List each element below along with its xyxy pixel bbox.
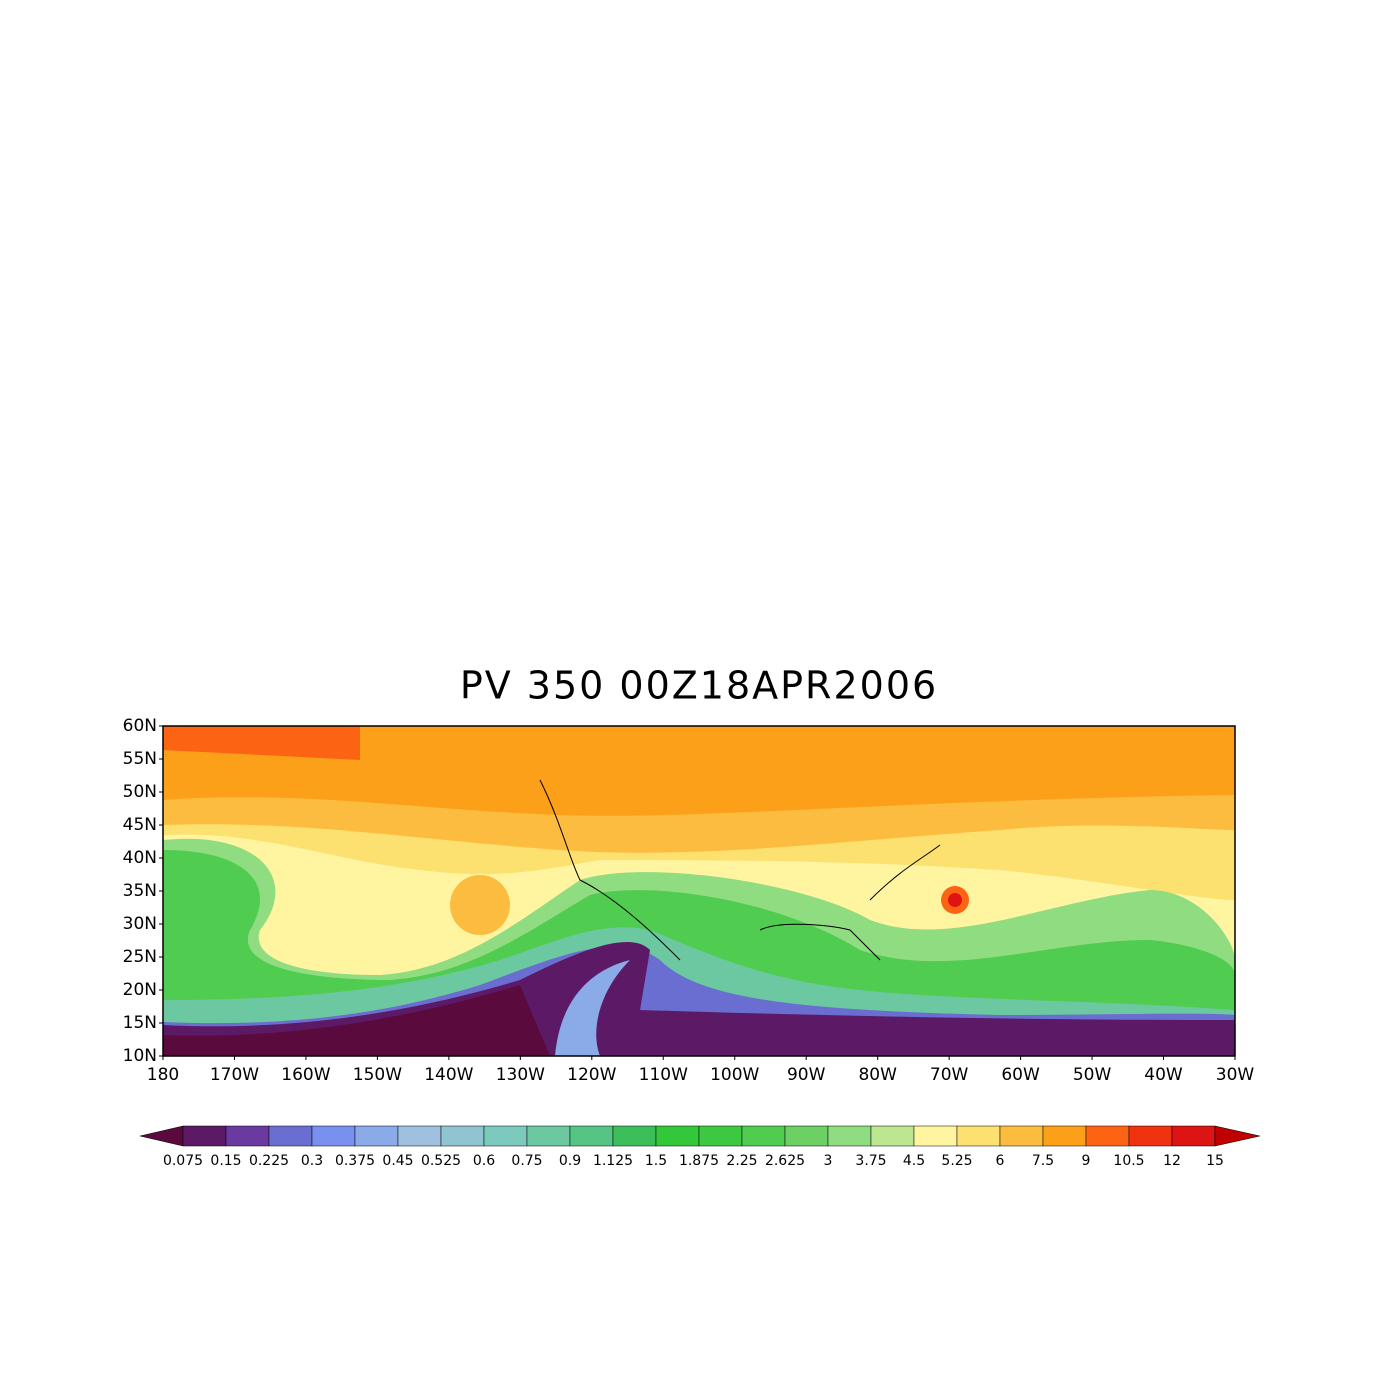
colorbar-label: 0.6 — [473, 1153, 495, 1169]
colorbar-arrow — [139, 1125, 184, 1147]
colorbar-label: 0.15 — [210, 1153, 241, 1169]
colorbar-swatch — [440, 1125, 485, 1147]
lat-label: 15N — [123, 1013, 157, 1033]
colorbar-swatch — [483, 1125, 528, 1147]
colorbar-swatch — [311, 1125, 356, 1147]
lat-label: 45N — [123, 815, 157, 835]
colorbar-swatch — [827, 1125, 872, 1147]
colorbar-label: 0.525 — [421, 1153, 461, 1169]
lat-label: 30N — [123, 914, 157, 934]
lon-label: 140W — [424, 1065, 473, 1085]
colorbar-swatch — [397, 1125, 442, 1147]
colorbar-label: 2.625 — [765, 1153, 805, 1169]
colorbar-arrow — [1214, 1125, 1261, 1147]
colorbar-label: 1.5 — [645, 1153, 667, 1169]
colorbar-label: 5.25 — [941, 1153, 972, 1169]
colorbar-label: 12 — [1163, 1153, 1181, 1169]
colorbar-label: 0.225 — [249, 1153, 289, 1169]
colorbar-label: 3.75 — [855, 1153, 886, 1169]
lat-label: 50N — [123, 782, 157, 802]
colorbar-swatch — [569, 1125, 614, 1147]
colorbar-swatch — [913, 1125, 958, 1147]
colorbar-swatch — [526, 1125, 571, 1147]
lat-label: 35N — [123, 881, 157, 901]
colorbar-label: 4.5 — [903, 1153, 925, 1169]
lon-label: 70W — [930, 1065, 969, 1085]
colorbar-label: 1.125 — [593, 1153, 633, 1169]
lon-label: 130W — [496, 1065, 545, 1085]
colorbar-swatch — [741, 1125, 786, 1147]
colorbar-swatch — [956, 1125, 1001, 1147]
colorbar-swatch — [784, 1125, 829, 1147]
colorbar-swatch — [268, 1125, 313, 1147]
colorbar-label: 9 — [1082, 1153, 1091, 1169]
colorbar-swatch — [655, 1125, 700, 1147]
colorbar-label: 3 — [824, 1153, 833, 1169]
colorbar-label: 0.45 — [382, 1153, 413, 1169]
lat-label: 55N — [123, 749, 157, 769]
lon-label: 150W — [353, 1065, 402, 1085]
colorbar-swatch — [1128, 1125, 1173, 1147]
lat-label: 10N — [123, 1046, 157, 1066]
lon-label: 100W — [710, 1065, 759, 1085]
colorbar-swatch — [698, 1125, 743, 1147]
colorbar-label: 0.75 — [511, 1153, 542, 1169]
lon-label: 80W — [858, 1065, 897, 1085]
map-title: PV 350 00Z18APR2006 — [460, 664, 938, 708]
lat-label: 25N — [123, 947, 157, 967]
colorbar-label: 10.5 — [1113, 1153, 1144, 1169]
lon-label: 160W — [281, 1065, 330, 1085]
lon-label: 120W — [567, 1065, 616, 1085]
lon-label: 60W — [1001, 1065, 1040, 1085]
colorbar-label: 7.5 — [1032, 1153, 1054, 1169]
colorbar-label: 6 — [996, 1153, 1005, 1169]
colorbar-label: 0.375 — [335, 1153, 375, 1169]
lon-label: 110W — [639, 1065, 688, 1085]
lon-label: 90W — [787, 1065, 826, 1085]
pv-field — [163, 726, 1235, 1056]
lat-label: 20N — [123, 980, 157, 1000]
lon-label: 40W — [1144, 1065, 1183, 1085]
lon-label: 170W — [210, 1065, 259, 1085]
colorbar-swatch — [354, 1125, 399, 1147]
colorbar-swatch — [870, 1125, 915, 1147]
colorbar-label: 1.875 — [679, 1153, 719, 1169]
colorbar-swatch — [1171, 1125, 1216, 1147]
colorbar-label: 15 — [1206, 1153, 1224, 1169]
lat-label: 60N — [123, 716, 157, 736]
colorbar-label: 2.25 — [726, 1153, 757, 1169]
colorbar-swatch — [612, 1125, 657, 1147]
colorbar-swatch — [1042, 1125, 1087, 1147]
lon-label: 180 — [147, 1065, 179, 1085]
lon-label: 30W — [1216, 1065, 1255, 1085]
lat-label: 40N — [123, 848, 157, 868]
colorbar-swatch — [1085, 1125, 1130, 1147]
colorbar-label: 0.075 — [163, 1153, 203, 1169]
colorbar-swatch — [225, 1125, 270, 1147]
colorbar-label: 0.9 — [559, 1153, 581, 1169]
lon-label: 50W — [1073, 1065, 1112, 1085]
colorbar-label: 0.3 — [301, 1153, 323, 1169]
colorbar-swatch — [999, 1125, 1044, 1147]
colorbar-swatch — [182, 1125, 227, 1147]
